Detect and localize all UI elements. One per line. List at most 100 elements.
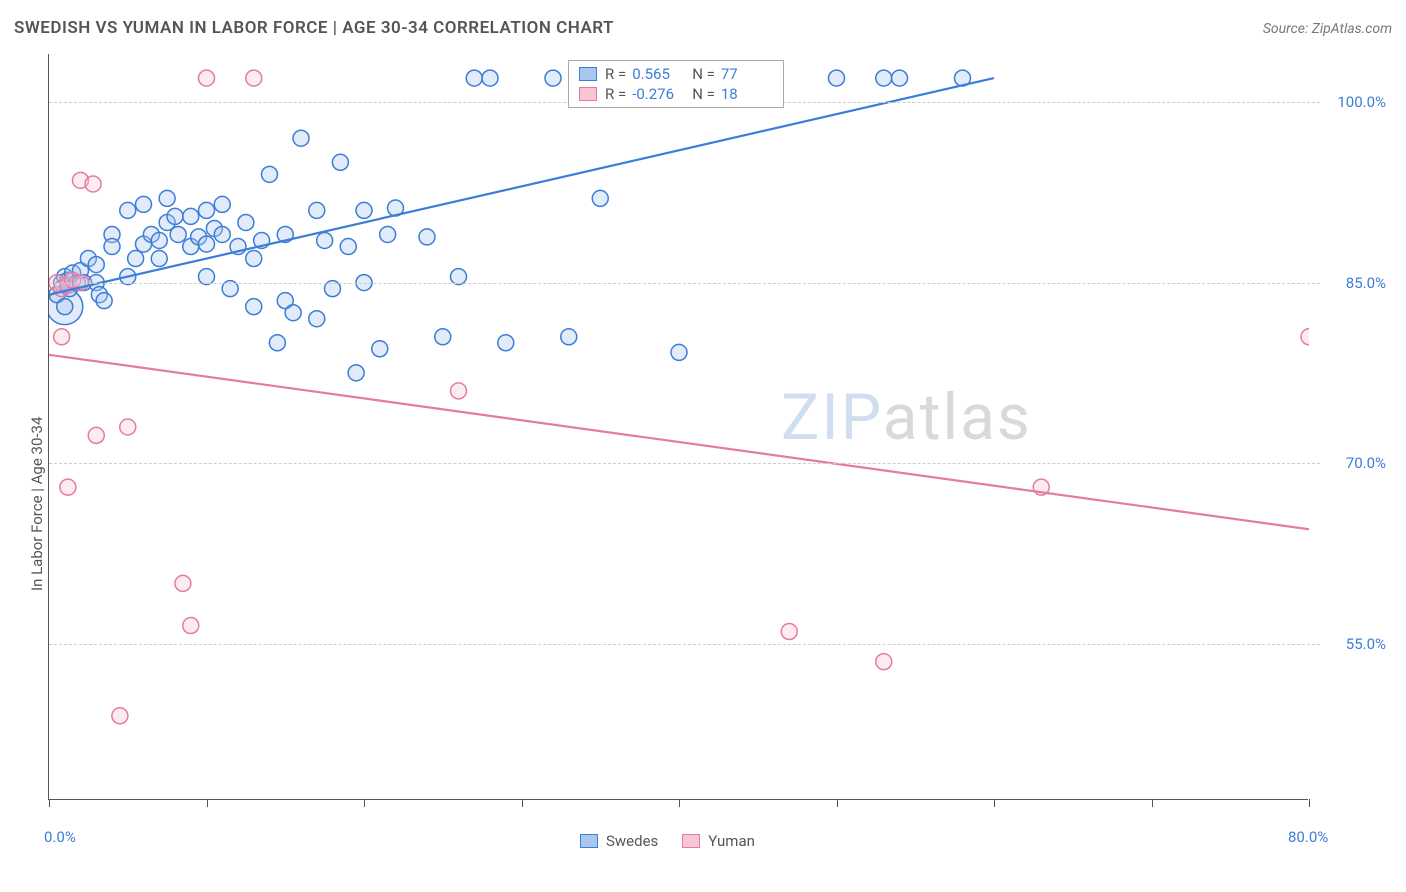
scatter-point bbox=[419, 229, 435, 245]
scatter-point bbox=[88, 257, 104, 273]
correlation-chart: SWEDISH VS YUMAN IN LABOR FORCE | AGE 30… bbox=[0, 0, 1406, 892]
scatter-point bbox=[170, 226, 186, 242]
scatter-point bbox=[1301, 329, 1309, 345]
x-tick bbox=[364, 799, 365, 807]
title-bar: SWEDISH VS YUMAN IN LABOR FORCE | AGE 30… bbox=[14, 18, 1392, 46]
scatter-point bbox=[892, 70, 908, 86]
scatter-point bbox=[167, 208, 183, 224]
source-label: Source: ZipAtlas.com bbox=[1263, 21, 1392, 37]
scatter-point bbox=[498, 335, 514, 351]
x-tick bbox=[1152, 799, 1153, 807]
swatch-swedes bbox=[580, 834, 598, 848]
scatter-point bbox=[592, 190, 608, 206]
scatter-point bbox=[545, 70, 561, 86]
scatter-point bbox=[293, 130, 309, 146]
x-tick bbox=[994, 799, 995, 807]
x-tick bbox=[1309, 799, 1310, 807]
scatter-point bbox=[112, 708, 128, 724]
scatter-point bbox=[269, 335, 285, 351]
x-tick bbox=[49, 799, 50, 807]
scatter-point bbox=[482, 70, 498, 86]
n-label: N = bbox=[692, 65, 715, 83]
gridline bbox=[49, 463, 1320, 464]
scatter-point bbox=[214, 196, 230, 212]
scatter-point bbox=[317, 233, 333, 249]
trend-line bbox=[49, 78, 994, 295]
y-tick-label: 70.0% bbox=[1322, 454, 1386, 472]
scatter-point bbox=[104, 239, 120, 255]
scatter-point bbox=[262, 166, 278, 182]
chart-title: SWEDISH VS YUMAN IN LABOR FORCE | AGE 30… bbox=[14, 18, 614, 38]
gridline bbox=[49, 644, 1320, 645]
scatter-point bbox=[246, 251, 262, 267]
scatter-point bbox=[435, 329, 451, 345]
swatch-yuman bbox=[579, 87, 597, 101]
scatter-point bbox=[356, 202, 372, 218]
scatter-point bbox=[214, 226, 230, 242]
scatter-point bbox=[199, 202, 215, 218]
legend-label-swedes: Swedes bbox=[606, 832, 658, 850]
x-axis-min-label: 0.0% bbox=[44, 828, 76, 846]
x-tick bbox=[207, 799, 208, 807]
r-value-yuman: -0.276 bbox=[632, 85, 684, 103]
x-tick bbox=[522, 799, 523, 807]
scatter-point bbox=[136, 196, 152, 212]
scatter-point bbox=[876, 654, 892, 670]
scatter-point bbox=[199, 236, 215, 252]
scatter-point bbox=[380, 226, 396, 242]
scatter-point bbox=[340, 239, 356, 255]
scatter-point bbox=[183, 618, 199, 634]
swatch-yuman bbox=[682, 834, 700, 848]
scatter-point bbox=[57, 299, 73, 315]
legend-stats-row-yuman: R = -0.276 N = 18 bbox=[579, 85, 773, 103]
legend-label-yuman: Yuman bbox=[708, 832, 755, 850]
plot-svg bbox=[49, 54, 1309, 800]
n-value-yuman: 18 bbox=[721, 85, 773, 103]
scatter-point bbox=[466, 70, 482, 86]
legend-stats: R = 0.565 N = 77 R = -0.276 N = 18 bbox=[568, 60, 784, 108]
gridline bbox=[49, 283, 1320, 284]
scatter-point bbox=[309, 202, 325, 218]
scatter-point bbox=[96, 293, 112, 309]
scatter-point bbox=[671, 344, 687, 360]
scatter-point bbox=[348, 365, 364, 381]
y-tick-label: 100.0% bbox=[1322, 93, 1386, 111]
scatter-point bbox=[120, 419, 136, 435]
r-label: R = bbox=[605, 65, 626, 83]
scatter-point bbox=[372, 341, 388, 357]
y-axis-label: In Labor Force | Age 30-34 bbox=[28, 417, 46, 591]
scatter-point bbox=[561, 329, 577, 345]
scatter-point bbox=[332, 154, 348, 170]
scatter-point bbox=[199, 70, 215, 86]
scatter-point bbox=[60, 479, 76, 495]
legend-stats-row-swedes: R = 0.565 N = 77 bbox=[579, 65, 773, 83]
scatter-point bbox=[54, 329, 70, 345]
scatter-point bbox=[120, 202, 136, 218]
n-value-swedes: 77 bbox=[721, 65, 773, 83]
plot-area: ZIPatlas 55.0%70.0%85.0%100.0% bbox=[48, 54, 1308, 800]
scatter-point bbox=[246, 70, 262, 86]
x-axis-max-label: 80.0% bbox=[1288, 828, 1328, 846]
y-tick-label: 85.0% bbox=[1322, 274, 1386, 292]
swatch-swedes bbox=[579, 67, 597, 81]
scatter-point bbox=[285, 305, 301, 321]
scatter-point bbox=[88, 427, 104, 443]
scatter-point bbox=[246, 299, 262, 315]
scatter-point bbox=[309, 311, 325, 327]
scatter-point bbox=[829, 70, 845, 86]
legend-series: Swedes Yuman bbox=[580, 832, 755, 850]
scatter-point bbox=[781, 624, 797, 640]
x-tick bbox=[679, 799, 680, 807]
n-label: N = bbox=[692, 85, 715, 103]
scatter-point bbox=[876, 70, 892, 86]
r-label: R = bbox=[605, 85, 626, 103]
scatter-point bbox=[85, 176, 101, 192]
scatter-point bbox=[175, 575, 191, 591]
y-tick-label: 55.0% bbox=[1322, 635, 1386, 653]
scatter-point bbox=[238, 214, 254, 230]
scatter-point bbox=[151, 233, 167, 249]
trend-line bbox=[49, 355, 1309, 529]
scatter-point bbox=[451, 383, 467, 399]
legend-item-yuman: Yuman bbox=[682, 832, 755, 850]
scatter-point bbox=[128, 251, 144, 267]
